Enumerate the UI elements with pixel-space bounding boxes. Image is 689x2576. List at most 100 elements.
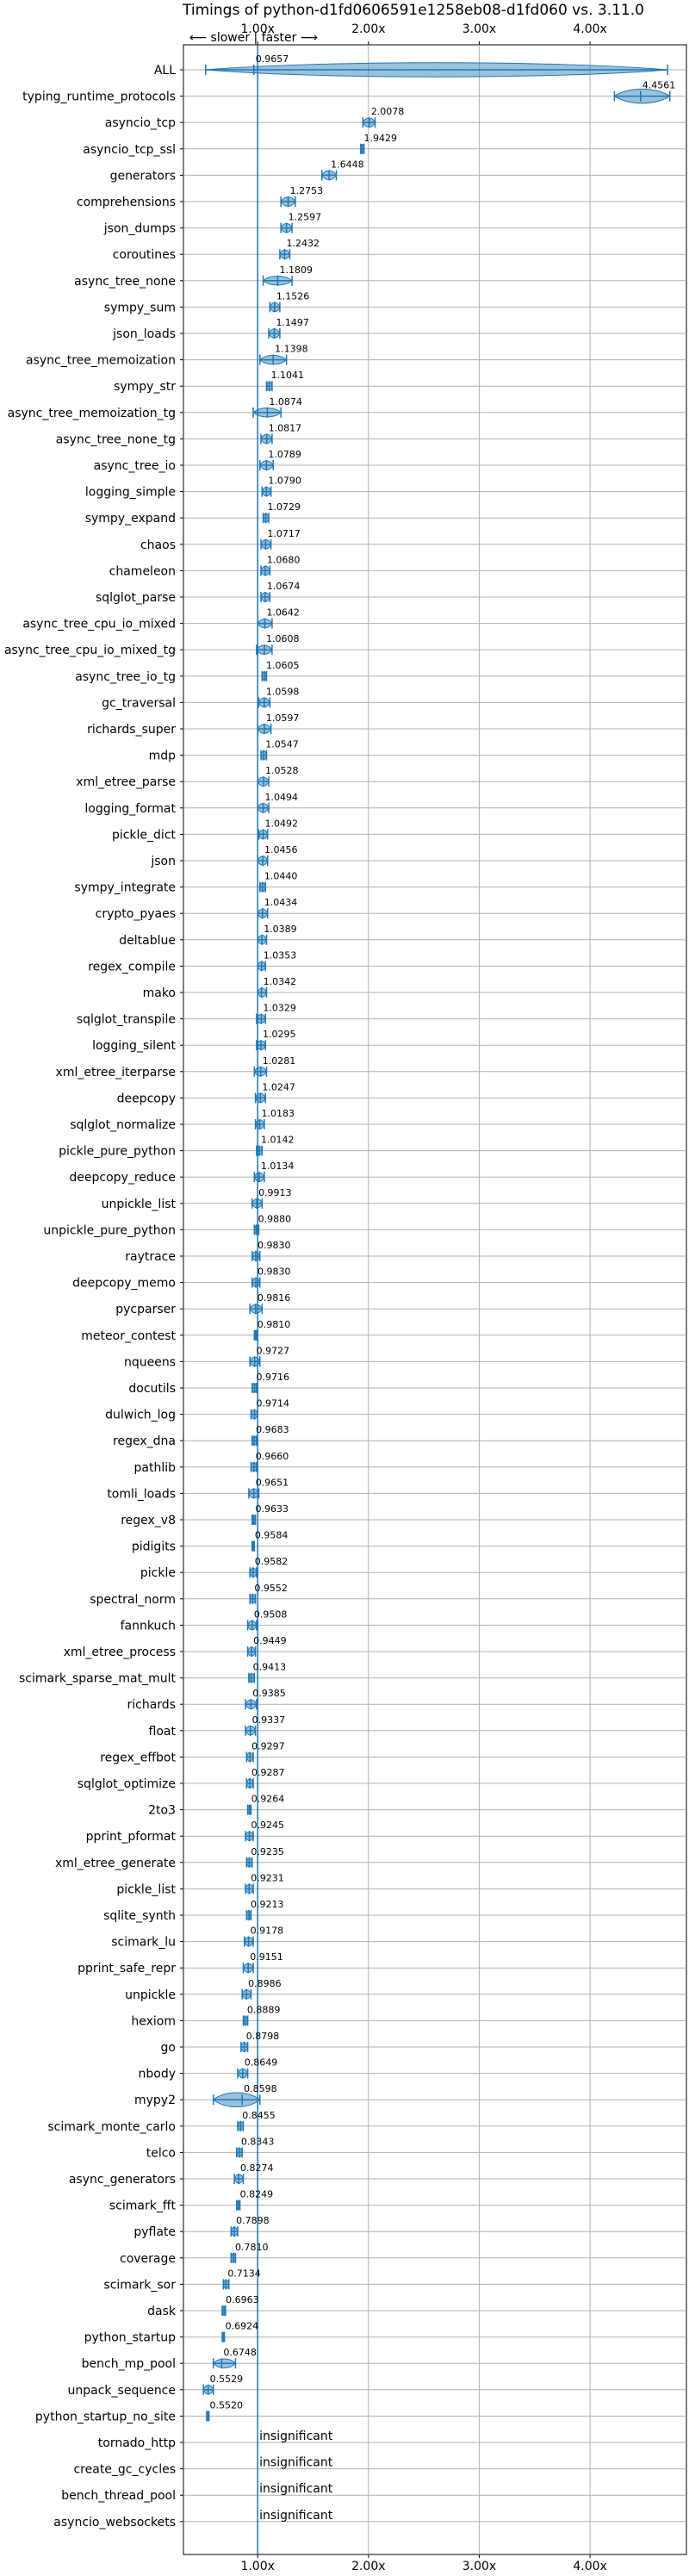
category-label: coroutines: [113, 248, 176, 262]
value-label: 1.0729: [268, 501, 301, 513]
value-label: 1.0440: [264, 871, 298, 882]
category-label: unpickle: [125, 1988, 176, 2002]
x-tick-label-bottom: 3.00x: [462, 2560, 496, 2573]
value-label: 0.9816: [258, 1292, 291, 1304]
value-label: 0.8649: [245, 2057, 278, 2069]
category-label: sqlglot_parse: [96, 591, 176, 605]
value-label: 0.9385: [252, 1688, 286, 1699]
category-label: fannkuch: [121, 1619, 176, 1633]
value-label: 0.7898: [236, 2215, 270, 2226]
insignificant-label: insignificant: [259, 2430, 333, 2443]
value-label: 0.9178: [251, 1926, 284, 1937]
category-label: raytrace: [125, 1250, 176, 1264]
category-label: mypy2: [134, 2094, 176, 2107]
category-label: scimark_fft: [109, 2200, 177, 2213]
value-label: 0.6963: [226, 2294, 259, 2305]
value-label: 0.9337: [252, 1714, 286, 1726]
category-label: asyncio_websockets: [53, 2516, 176, 2529]
category-label: sqlglot_normalize: [70, 1118, 176, 1132]
category-label: pickle_list: [116, 1882, 176, 1896]
category-label: regex_v8: [121, 1514, 176, 1528]
value-label: 0.9264: [251, 1794, 285, 1805]
value-label: 0.9449: [253, 1635, 287, 1646]
category-label: regex_compile: [88, 960, 176, 974]
category-label: python_startup_no_site: [35, 2410, 176, 2424]
category-label: unpack_sequence: [68, 2384, 176, 2398]
value-label: 0.7810: [235, 2242, 269, 2253]
category-label: pickle_dict: [112, 828, 177, 842]
value-label: 0.8343: [241, 2136, 275, 2147]
value-label: 0.5520: [210, 2399, 244, 2411]
value-label: 1.0608: [266, 633, 300, 644]
category-label: logging_silent: [92, 1039, 176, 1053]
x-tick-label-bottom: 2.00x: [351, 2560, 385, 2573]
x-tick-label-top: 4.00x: [573, 22, 606, 36]
value-label: 0.9552: [254, 1583, 288, 1594]
category-label: bench_thread_pool: [61, 2489, 176, 2503]
category-label: meteor_contest: [81, 1329, 176, 1343]
value-label: 0.8598: [244, 2083, 277, 2094]
value-label: 0.9213: [251, 1899, 284, 1910]
value-label: 1.0817: [269, 422, 302, 433]
category-label: nbody: [139, 2068, 177, 2081]
value-label: 0.9582: [255, 1556, 289, 1567]
value-label: 0.8986: [248, 1978, 282, 1989]
x-tick-label-top: 1.00x: [240, 22, 274, 36]
category-label: pprint_pformat: [86, 1830, 177, 1844]
category-label: pathlib: [134, 1461, 177, 1475]
category-label: docutils: [128, 1382, 176, 1396]
category-label: telco: [146, 2146, 176, 2160]
value-label: 0.9508: [254, 1608, 288, 1620]
value-label: 0.8274: [240, 2162, 274, 2174]
value-label: 0.8889: [247, 2004, 281, 2015]
value-label: 1.0342: [264, 976, 297, 987]
category-label: tornado_http: [98, 2436, 176, 2450]
value-label: 1.2432: [286, 238, 320, 249]
value-label: 1.0247: [262, 1081, 295, 1092]
category-label: async_generators: [69, 2173, 176, 2187]
category-label: regex_dna: [113, 1434, 176, 1448]
value-label: 0.9714: [257, 1398, 290, 1409]
category-label: sqlglot_transpile: [77, 1013, 176, 1027]
x-tick-label-bottom: 4.00x: [573, 2560, 606, 2573]
category-label: sympy_expand: [85, 512, 176, 526]
value-label: 1.0281: [263, 1055, 296, 1067]
value-label: 0.9716: [257, 1372, 290, 1383]
category-label: coverage: [120, 2252, 176, 2266]
category-label: crypto_pyaes: [96, 907, 176, 921]
category-label: deepcopy_reduce: [69, 1171, 176, 1185]
marks: [202, 45, 671, 2554]
x-tick-label-bottom: 1.00x: [240, 2560, 274, 2573]
category-label: async_tree_memoization: [26, 354, 176, 368]
category-label: logging_simple: [85, 486, 176, 500]
value-label: 1.0295: [263, 1029, 296, 1040]
category-label: async_tree_io: [94, 459, 176, 473]
category-label: xml_etree_parse: [76, 775, 176, 789]
category-label: pycparser: [115, 1303, 176, 1316]
value-label: 0.9830: [258, 1240, 291, 1251]
category-label: json: [150, 855, 176, 868]
category-label: richards: [127, 1698, 177, 1712]
value-label: 1.6448: [331, 159, 364, 170]
category-label: ALL: [154, 64, 176, 78]
category-label: float: [149, 1725, 177, 1739]
value-label: 1.0717: [267, 528, 301, 539]
category-label: async_tree_cpu_io_mixed: [22, 618, 176, 632]
value-label: 2.0078: [371, 106, 405, 117]
value-label: 1.1398: [275, 344, 308, 355]
category-label: go: [161, 2041, 176, 2055]
value-label: 0.6924: [226, 2321, 259, 2332]
value-label: 0.9660: [256, 1451, 289, 1462]
value-label: 1.0680: [267, 554, 301, 565]
category-label: deepcopy_memo: [72, 1277, 176, 1291]
category-label: bench_mp_pool: [82, 2357, 176, 2371]
category-label: mdp: [149, 750, 177, 763]
x-tick-label-top: 2.00x: [351, 22, 385, 36]
value-label: 1.0353: [264, 949, 297, 961]
category-label: nqueens: [124, 1355, 176, 1369]
value-label: 0.9151: [250, 1951, 283, 1963]
category-label: pickle_pure_python: [59, 1145, 176, 1159]
value-label: 1.1526: [276, 290, 310, 302]
category-label: deltablue: [119, 934, 176, 948]
